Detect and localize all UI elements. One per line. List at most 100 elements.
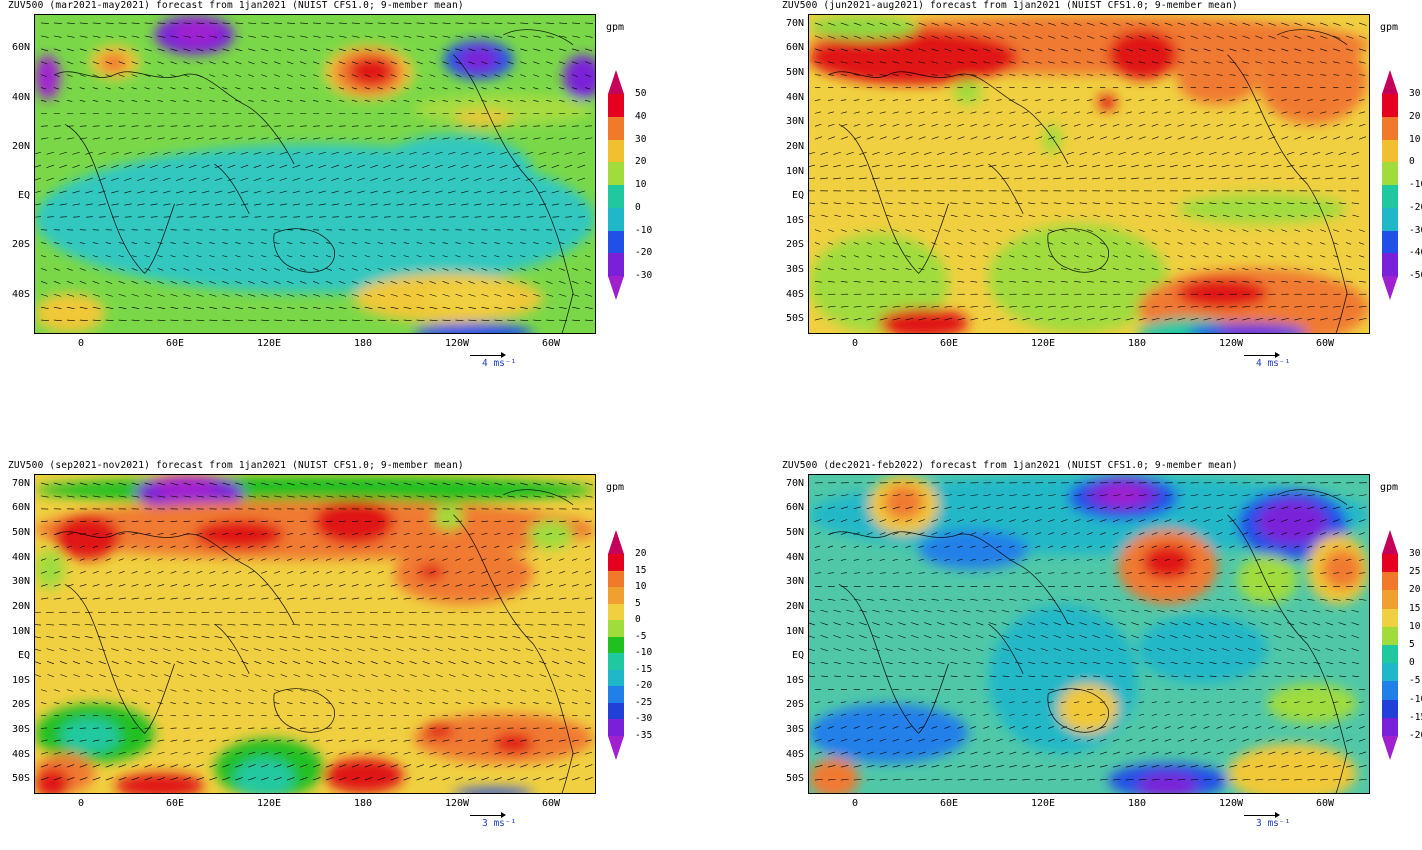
- reference-vector: 4 ms⁻¹: [1244, 352, 1304, 372]
- colorbar-tick-label: -30: [1409, 225, 1422, 236]
- unit-label: gpm: [606, 22, 624, 33]
- colorbar-tick-label: 10: [635, 179, 646, 190]
- colorbar-tick-label: -30: [635, 270, 652, 281]
- reference-vector-label: 3 ms⁻¹: [1256, 818, 1290, 829]
- lat-label: 10S: [0, 675, 30, 686]
- lat-label: EQ: [0, 190, 30, 201]
- colorbar-segment: [1382, 117, 1398, 140]
- colorbar-segment: [1382, 253, 1398, 276]
- colorbar-segment: [1382, 70, 1398, 94]
- colorbar-segment: [608, 276, 624, 300]
- reference-arrow-icon: [470, 815, 504, 816]
- lat-label: 70N: [774, 18, 804, 29]
- map-plot: [34, 14, 596, 334]
- unit-label: gpm: [1380, 482, 1398, 493]
- colorbar-segment: [608, 185, 624, 208]
- lat-label: 10N: [774, 626, 804, 637]
- lat-label: 60N: [774, 42, 804, 53]
- colorbar-segment: [608, 530, 624, 554]
- lat-label: 70N: [0, 478, 30, 489]
- colorbar-tick-label: 50: [635, 88, 646, 99]
- colorbar-tick-label: 10: [635, 581, 646, 592]
- lat-label: 50N: [774, 67, 804, 78]
- colorbar-tick-label: -50: [1409, 270, 1422, 281]
- colorbar-segment: [1382, 645, 1398, 664]
- colorbar-segment: [608, 736, 624, 760]
- lat-label: 50N: [774, 527, 804, 538]
- colorbar-segment: [608, 94, 624, 117]
- lon-label: 120W: [437, 338, 477, 349]
- map-plot: [34, 474, 596, 794]
- lat-label: 50N: [0, 527, 30, 538]
- colorbar-segment: [608, 571, 624, 588]
- colorbar-segment: [1382, 208, 1398, 231]
- reference-arrow-icon: [470, 355, 504, 356]
- lat-label: 30N: [774, 576, 804, 587]
- lon-label: 60E: [155, 798, 195, 809]
- lat-label: 10N: [0, 626, 30, 637]
- lat-label: 30S: [0, 724, 30, 735]
- panel-title: ZUV500 (sep2021-nov2021) forecast from 1…: [8, 460, 464, 471]
- lat-label: 20N: [774, 601, 804, 612]
- colorbar-segment: [608, 587, 624, 604]
- lon-label: 60E: [929, 338, 969, 349]
- unit-label: gpm: [606, 482, 624, 493]
- reference-arrow-icon: [1244, 355, 1278, 356]
- lon-label: 0: [835, 338, 875, 349]
- lon-label: 120E: [249, 338, 289, 349]
- colorbar-segment: [608, 604, 624, 621]
- colorbar-segment: [1382, 231, 1398, 254]
- lon-label: 120E: [1023, 798, 1063, 809]
- lat-label: EQ: [0, 650, 30, 661]
- lon-label: 60W: [1305, 798, 1345, 809]
- panel-title: ZUV500 (mar2021-may2021) forecast from 1…: [8, 0, 464, 11]
- lon-label: 60W: [531, 338, 571, 349]
- colorbar-tick-label: 20: [1409, 584, 1420, 595]
- colorbar-tick-label: 25: [1409, 566, 1420, 577]
- colorbar-segment: [608, 117, 624, 140]
- colorbar-tick-label: -35: [635, 730, 652, 741]
- colorbar-segment: [608, 162, 624, 185]
- lon-label: 120W: [1211, 338, 1251, 349]
- colorbar-tick-label: 20: [635, 548, 646, 559]
- colorbar-segment: [608, 719, 624, 736]
- lon-label: 120W: [1211, 798, 1251, 809]
- colorbar-segment: [1382, 718, 1398, 737]
- lat-label: 40S: [0, 749, 30, 760]
- colorbar-segment: [1382, 627, 1398, 646]
- colorbar-tick-label: -5: [635, 631, 646, 642]
- colorbar-segment: [1382, 572, 1398, 591]
- colorbar-segment: [1382, 94, 1398, 117]
- colorbar-tick-label: -20: [1409, 202, 1422, 213]
- colorbar-tick-label: -30: [635, 713, 652, 724]
- colorbar-tick-label: 0: [635, 614, 641, 625]
- colorbar-tick-label: 20: [635, 156, 646, 167]
- lat-label: 60N: [0, 502, 30, 513]
- lat-label: 30N: [774, 116, 804, 127]
- lat-label: 20S: [0, 699, 30, 710]
- colorbar-tick-label: -10: [635, 647, 652, 658]
- colorbar-tick-label: -10: [1409, 694, 1422, 705]
- panel-title: ZUV500 (jun2021-aug2021) forecast from 1…: [782, 0, 1238, 11]
- colorbar-tick-label: -25: [635, 697, 652, 708]
- colorbar-segment: [608, 620, 624, 637]
- lat-label: 40S: [774, 289, 804, 300]
- reference-vector-label: 4 ms⁻¹: [482, 358, 516, 369]
- colorbar-segment: [1382, 681, 1398, 700]
- panel-djf: ZUV500 (dec2021-feb2022) forecast from 1…: [774, 460, 1422, 850]
- colorbar-tick-label: 10: [1409, 134, 1420, 145]
- colorbar-tick-label: -20: [1409, 730, 1422, 741]
- lat-label: 40S: [774, 749, 804, 760]
- lat-label: 40S: [0, 289, 30, 300]
- lon-label: 60W: [1305, 338, 1345, 349]
- map-plot: [808, 14, 1370, 334]
- colorbar-segment: [1382, 185, 1398, 208]
- lat-label: EQ: [774, 650, 804, 661]
- colorbar-segment: [608, 653, 624, 670]
- colorbar-segment: [1382, 590, 1398, 609]
- colorbar-tick-label: -10: [635, 225, 652, 236]
- colorbar-tick-label: 5: [635, 598, 641, 609]
- colorbar-tick-label: 15: [1409, 603, 1420, 614]
- lat-label: 60N: [774, 502, 804, 513]
- colorbar-segment: [1382, 609, 1398, 628]
